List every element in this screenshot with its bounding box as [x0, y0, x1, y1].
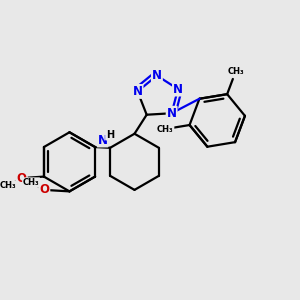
Text: O: O — [39, 183, 50, 196]
Text: N: N — [98, 134, 108, 146]
Text: N: N — [173, 82, 183, 95]
Text: CH₃: CH₃ — [157, 124, 174, 134]
Text: CH₃: CH₃ — [23, 178, 39, 187]
Text: O: O — [17, 172, 27, 184]
Text: N: N — [167, 107, 177, 120]
Text: H: H — [106, 130, 114, 140]
Text: CH₃: CH₃ — [0, 181, 17, 190]
Text: N: N — [152, 69, 162, 82]
Text: CH₃: CH₃ — [227, 67, 244, 76]
Text: N: N — [133, 85, 142, 98]
